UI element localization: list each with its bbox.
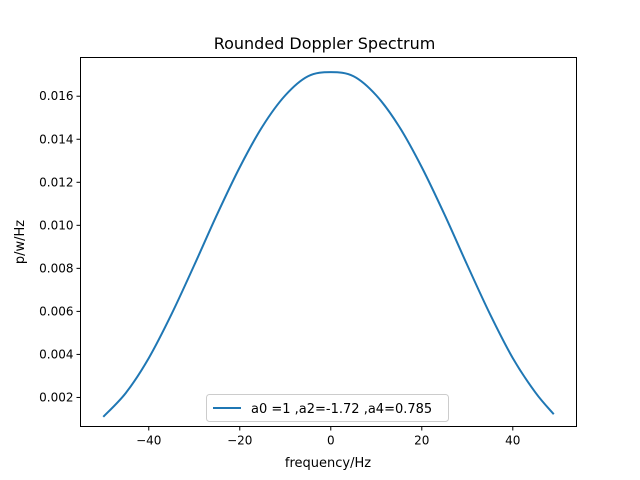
y-tick-label: 0.008: [39, 261, 73, 275]
y-axis-ticks: 0.002 0.004 0.006 0.008 0.010 0.012 0.014 0.016: [39, 89, 81, 404]
x-tick-label: 20: [414, 434, 429, 448]
y-tick-label: 0.002: [39, 390, 73, 404]
x-tick-label: 0: [327, 434, 335, 448]
chart-title: Rounded Doppler Spectrum: [214, 34, 436, 53]
plot-area: [102, 71, 555, 418]
x-axis-ticks: −40 −20 0 20 40: [136, 426, 520, 448]
x-tick-label: −20: [227, 434, 252, 448]
y-axis-label: p/w/Hz: [13, 220, 28, 264]
x-tick-label: 40: [505, 434, 520, 448]
y-tick-label: 0.012: [39, 175, 73, 189]
x-axis-label: frequency/Hz: [285, 456, 371, 471]
x-tick-label: −40: [136, 434, 161, 448]
y-tick-label: 0.014: [39, 132, 73, 146]
y-tick-label: 0.016: [39, 89, 73, 103]
y-tick-label: 0.004: [39, 347, 73, 361]
legend-box: [206, 394, 449, 422]
axes-frame: [80, 57, 577, 427]
legend: a0 =1 ,a2=-1.72 ,a4=0.785: [206, 394, 449, 422]
series-line: [102, 71, 555, 418]
legend-label: a0 =1 ,a2=-1.72 ,a4=0.785: [251, 402, 432, 417]
y-tick-label: 0.006: [39, 304, 73, 318]
y-tick-label: 0.010: [39, 218, 73, 232]
